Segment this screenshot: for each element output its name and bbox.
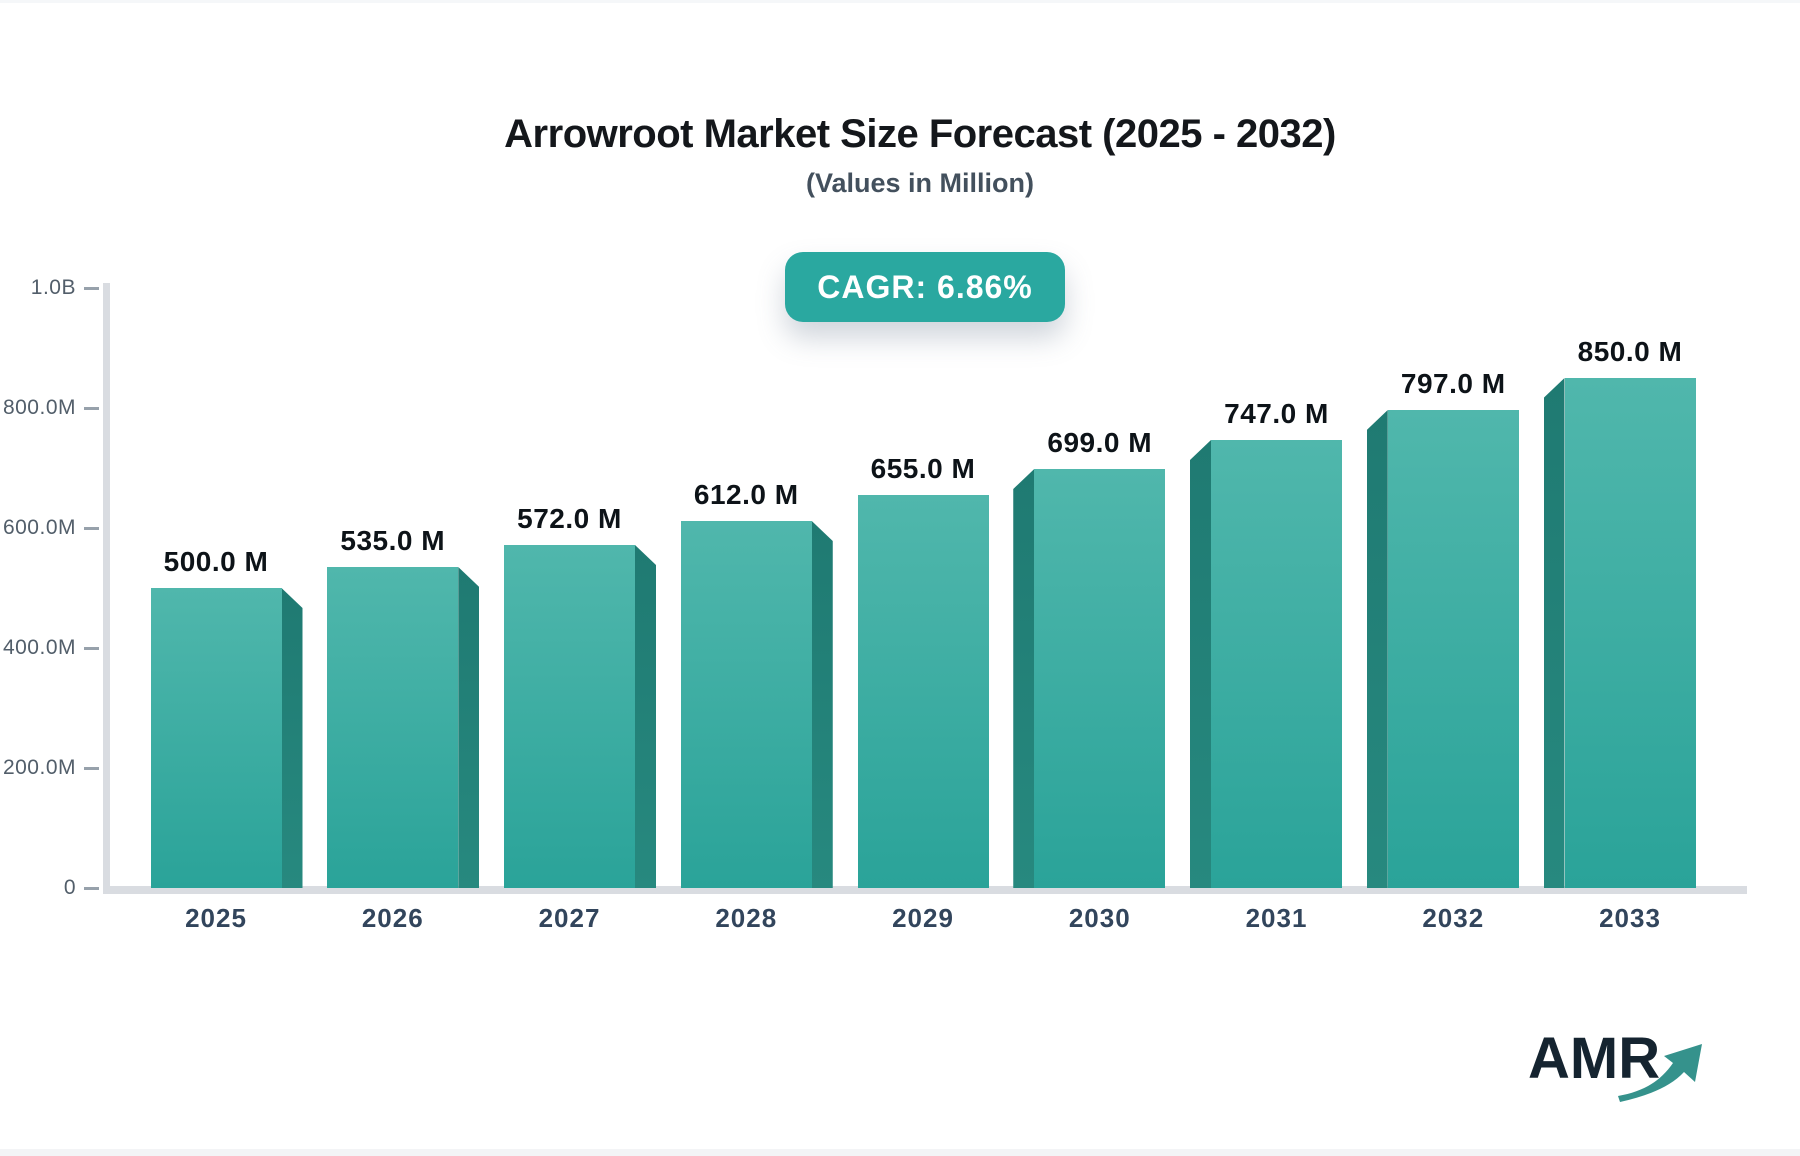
bar-value-label: 797.0 M [1400,368,1506,399]
y-tick-label: 400.0M [2,636,76,659]
y-tick-mark [84,766,99,770]
bar-value-label: 747.0 M [1224,398,1329,429]
x-tick-label-2029: 2029 [892,903,954,933]
y-tick-label: 200.0M [2,756,76,779]
y-axis-line [103,283,110,894]
page-bottom-border [0,1149,1800,1156]
chart-subtitle: (Values in Million) [805,168,1035,198]
bar-2030 [1034,469,1166,888]
bar-side-2032 [1366,410,1388,888]
bar-value-label: 500.0 M [163,546,269,577]
bar-2027 [504,545,635,888]
bar-side-2028 [811,521,833,888]
bar-value-label: 699.0 M [1047,427,1153,458]
x-tick-label-2028: 2028 [715,903,778,933]
bar-value-label: 850.0 M [1577,336,1683,367]
x-axis-baseline [103,886,1747,894]
y-tick-mark [84,646,99,650]
x-tick-label-2033: 2033 [1599,903,1661,933]
page-top-border [0,0,1800,3]
y-tick-mark [84,886,99,890]
y-tick-mark [84,406,99,410]
y-tick-label: 600.0M [2,516,76,539]
y-tick-label: 0 [63,876,76,899]
bar-2029 [857,495,989,888]
bar-side-2027 [635,545,656,888]
x-tick-label-2031: 2031 [1245,903,1308,933]
cagr-badge-label: CAGR: 6.86% [817,268,1033,305]
bar-side-2026 [458,567,480,888]
cagr-badge: CAGR: 6.86% [785,252,1065,322]
bar-2028 [680,521,812,888]
bar-value-label: 655.0 M [870,453,976,484]
bar-side-2025 [281,588,303,888]
bar-side-2031 [1190,440,1211,888]
x-tick-label-2025: 2025 [185,903,247,933]
bar-2033 [1564,378,1696,888]
bar-value-label: 612.0 M [693,479,799,510]
x-tick-label-2026: 2026 [361,903,424,933]
x-tick-label-2030: 2030 [1068,903,1131,933]
bar-side-2030 [1013,469,1035,888]
x-tick-label-2027: 2027 [538,903,601,933]
bar-2032 [1387,410,1519,888]
bar-2025 [150,588,282,888]
chart-title: Arrowroot Market Size Forecast (2025 - 2… [504,112,1336,156]
bar-side-2033 [1543,378,1565,888]
y-tick-mark [84,526,99,530]
y-tick-mark [84,286,99,290]
bar-2026 [327,567,459,888]
bar-2031 [1211,440,1342,888]
growth-arrow-icon [1618,1044,1702,1102]
y-tick-label: 1.0B [30,276,76,299]
y-tick-label: 800.0M [2,396,76,419]
amr-logo-text: AMR [1528,1026,1661,1091]
bar-value-label: 572.0 M [517,503,622,534]
amr-logo: AMR [1528,1028,1728,1108]
bar-value-label: 535.0 M [340,525,446,556]
x-tick-label-2032: 2032 [1422,903,1485,933]
